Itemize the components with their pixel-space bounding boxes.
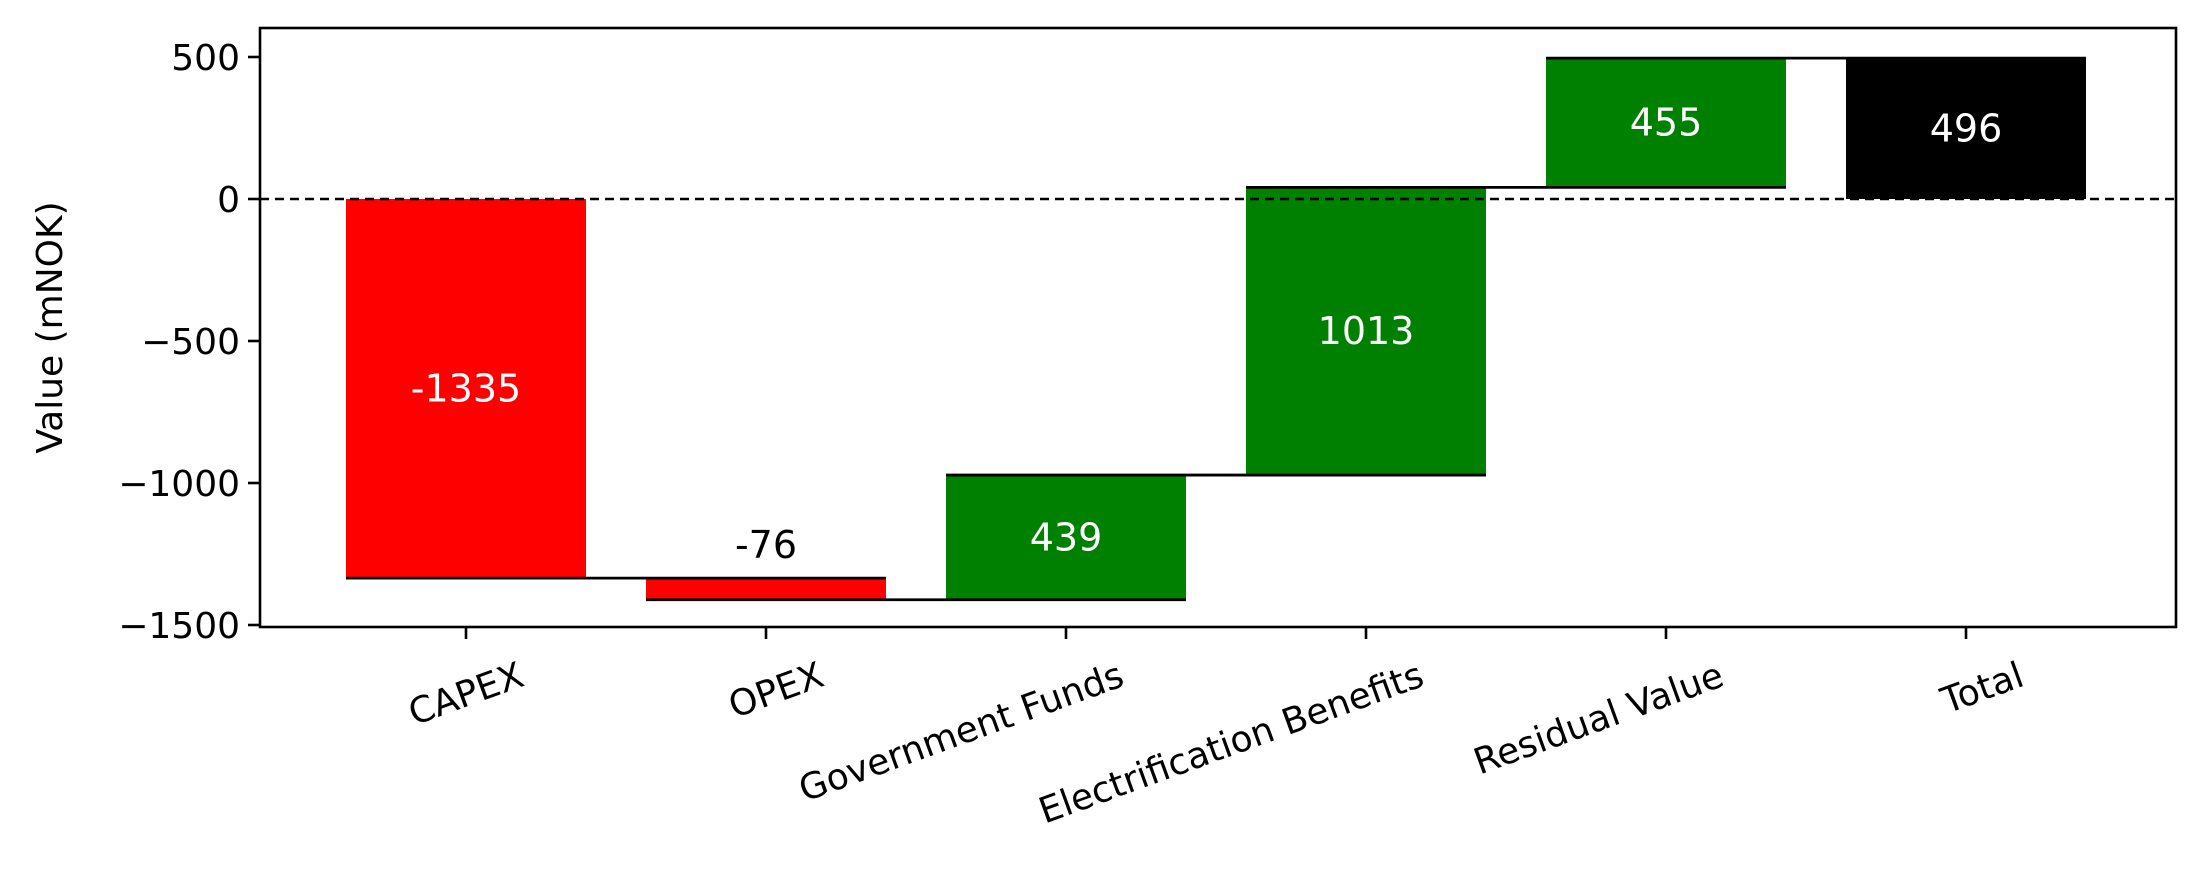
x-tick-label: CAPEX [403, 655, 529, 734]
bar-government-funds [946, 475, 1186, 600]
bar-capex [346, 199, 586, 579]
y-tick-label: 500 [171, 38, 240, 79]
connector-lines [346, 56, 2086, 602]
y-tick-label: −500 [141, 322, 240, 363]
y-tick-labels: 500 0 −500 −1000 −1500 [118, 38, 240, 647]
bar-value-label: -1335 [411, 367, 521, 411]
bar-electrification-benefits [1246, 187, 1486, 476]
x-tick-label: Total [1935, 655, 2029, 723]
bar-value-label: 1013 [1318, 309, 1415, 353]
y-axis-title: Value (mNOK) [30, 201, 71, 453]
bar-value-label: 439 [1030, 515, 1103, 559]
bar-value-label: 496 [1930, 107, 2003, 151]
bar-value-label: -76 [735, 523, 797, 567]
bar-value-label: 455 [1630, 101, 1703, 145]
bar-total [1846, 58, 2086, 199]
x-tick-label: OPEX [723, 655, 829, 727]
bar-residual-value [1546, 58, 1786, 188]
y-tick-label: 0 [217, 180, 240, 221]
axis-ticks [248, 55, 1968, 639]
y-tick-label: −1500 [118, 606, 240, 647]
bar-opex [646, 578, 886, 600]
y-tick-label: −1000 [118, 464, 240, 505]
plot-frame [258, 26, 2178, 629]
bars-group [346, 58, 2086, 600]
bar-value-labels: -1335 -76 439 1013 455 496 [411, 101, 2002, 567]
x-tick-label: Residual Value [1469, 655, 1730, 783]
